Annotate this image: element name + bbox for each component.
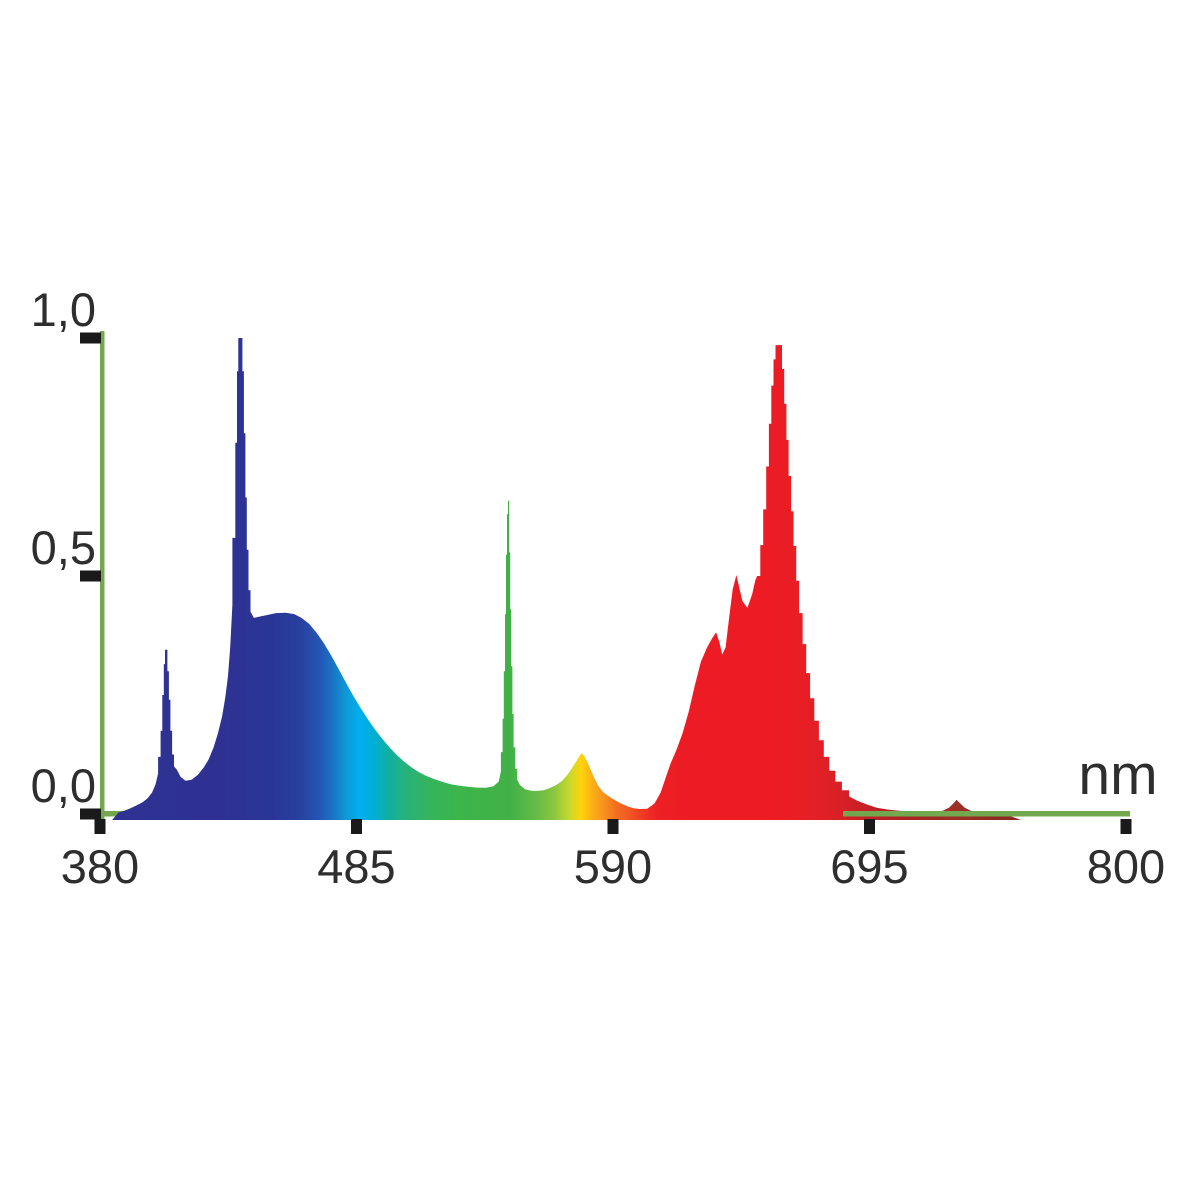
- x-tick-label: 380: [60, 840, 140, 893]
- x-axis-tick: [1120, 819, 1132, 834]
- x-axis-line-right-segment: [843, 811, 1130, 817]
- y-tick-label: 1,0: [30, 283, 96, 336]
- y-tick-label: 0,0: [30, 759, 96, 812]
- x-axis-tick: [864, 819, 875, 834]
- x-axis-tick: [607, 819, 619, 834]
- y-axis-line: [100, 331, 105, 820]
- y-axis-tick: [80, 570, 101, 582]
- x-tick-label: 590: [573, 840, 653, 893]
- x-tick-label: 800: [1086, 840, 1166, 893]
- x-tick-label: 695: [830, 840, 909, 893]
- x-tick-label: 485: [317, 840, 396, 893]
- x-axis-tick: [351, 819, 362, 834]
- origin-corner-tick: [80, 808, 101, 820]
- x-axis-tick: [94, 819, 106, 834]
- y-axis-tick: [80, 332, 101, 344]
- x-axis-unit-label: nm: [1078, 743, 1158, 807]
- spectrum-area: [100, 338, 1126, 820]
- y-tick-label: 0,5: [30, 521, 96, 574]
